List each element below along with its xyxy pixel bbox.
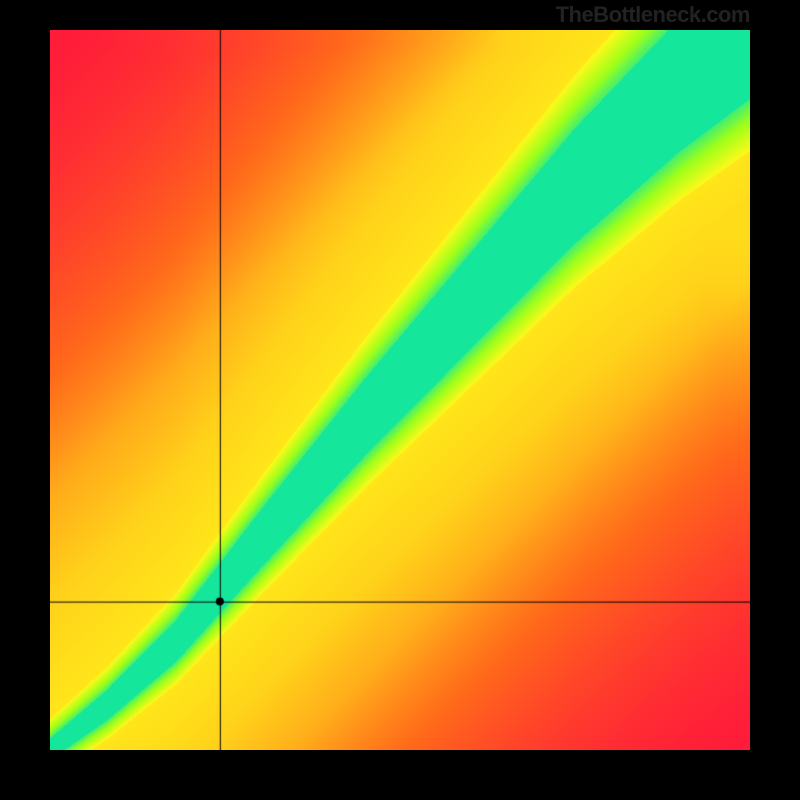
watermark-text: TheBottleneck.com [556, 2, 750, 28]
chart-frame: TheBottleneck.com [0, 0, 800, 800]
bottleneck-heatmap [50, 30, 750, 750]
